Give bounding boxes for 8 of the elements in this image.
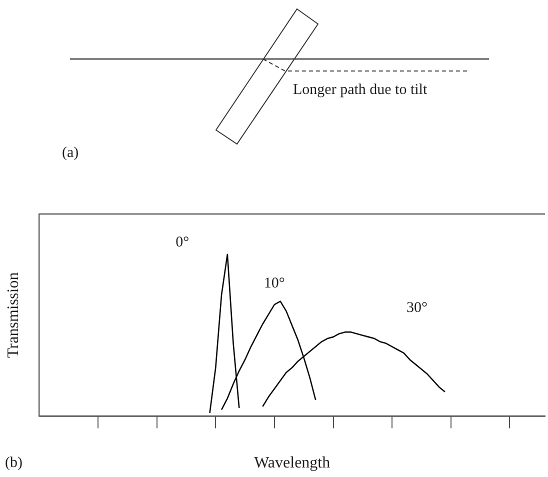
text: (b) xyxy=(5,455,22,472)
series-label: 10° xyxy=(264,275,285,292)
x-axis-title: Wavelength xyxy=(254,454,330,472)
y-axis-title: Transmission xyxy=(4,272,22,358)
text: 30° xyxy=(406,300,428,316)
text: 0° xyxy=(176,234,190,250)
text: Longer path due to tilt xyxy=(293,82,428,99)
text: (a) xyxy=(62,145,79,162)
